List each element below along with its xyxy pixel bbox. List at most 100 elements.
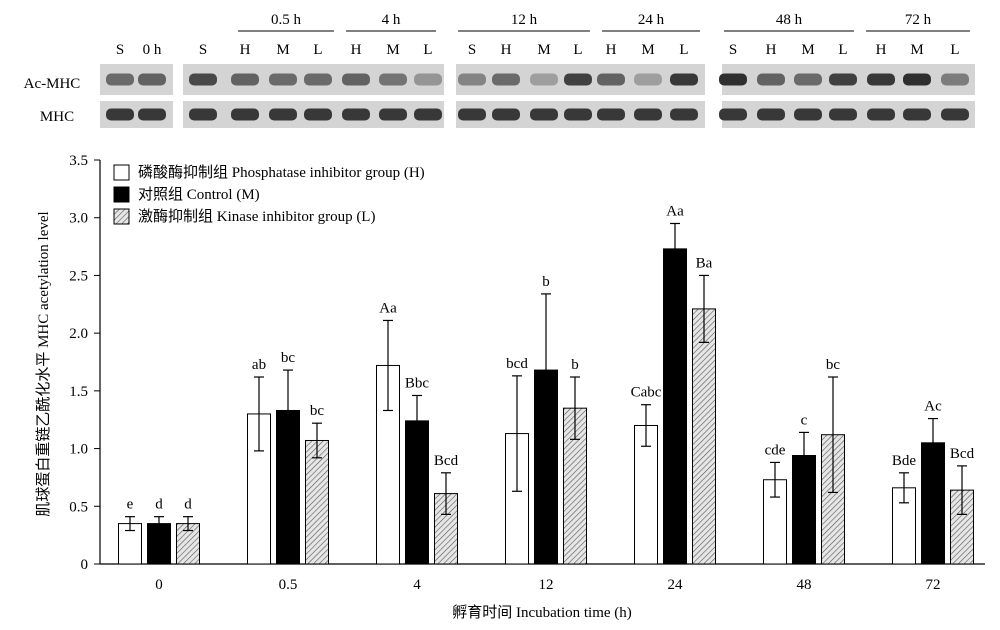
blot-time-group-label: 12 h [511,12,538,28]
mhc-band [564,108,592,121]
mhc-band [379,108,407,121]
ac-mhc-band [458,73,486,86]
blot-lane-label: M [641,42,654,58]
mhc-band [597,108,625,121]
x-tick-label: 48 [797,577,812,593]
blot-row-label-ac-mhc: Ac-MHC [24,76,81,92]
blot-time-group-label: 72 h [905,12,932,28]
blot-time-group-label: 0.5 h [271,12,302,28]
mhc-band [757,108,785,121]
significance-label: Bcd [434,453,459,469]
blot-lane-label: L [573,42,582,58]
ac-mhc-band [530,73,558,86]
ac-mhc-band [304,73,332,86]
bar-series-3 [305,439,329,565]
significance-label: d [155,497,163,513]
y-tick-label: 2.0 [69,326,88,342]
significance-label: Cabc [631,385,662,401]
ac-mhc-band [189,73,217,86]
ac-mhc-band [379,73,407,86]
blot-lane-label: 0 h [143,42,162,58]
y-tick-label: 0 [81,557,89,573]
y-tick-label: 2.5 [69,268,88,284]
significance-label: Bbc [405,375,430,391]
significance-label: ab [252,357,266,373]
mhc-band [414,108,442,121]
blot-lane-label: S [468,42,476,58]
y-tick-label: 1.0 [69,442,88,458]
legend-swatch [113,164,130,181]
mhc-band [138,108,166,121]
ac-mhc-band [414,73,442,86]
blot-lane-label: H [606,42,617,58]
blot-lane-label: M [801,42,814,58]
mhc-band [829,108,857,121]
significance-label: Ba [696,255,713,271]
ac-mhc-band [138,73,166,86]
ac-mhc-band [634,73,662,86]
mhc-band [634,108,662,121]
ac-mhc-band [719,73,747,86]
mhc-band [670,108,698,121]
legend-label: 激酶抑制组 Kinase inhibitor group (L) [138,208,375,225]
mhc-band [903,108,931,121]
mhc-band [269,108,297,121]
ac-mhc-band [794,73,822,86]
blot-lane-label: M [537,42,550,58]
mhc-band [492,108,520,121]
ac-mhc-band [829,73,857,86]
ac-mhc-band [941,73,969,86]
significance-label: Aa [666,203,684,219]
x-tick-label: 0 [155,577,163,593]
blot-lane-label: L [423,42,432,58]
blot-lane-label: L [950,42,959,58]
ac-mhc-band [867,73,895,86]
mhc-band [719,108,747,121]
legend-swatch [113,186,130,203]
mhc-band [458,108,486,121]
significance-label: bc [310,403,325,419]
blot-lane-label: L [838,42,847,58]
x-tick-label: 12 [539,577,554,593]
x-tick-label: 24 [668,577,684,593]
y-tick-label: 0.5 [69,499,88,515]
blot-time-group-label: 24 h [638,12,665,28]
significance-label: d [184,497,192,513]
mhc-band [304,108,332,121]
blot-lane-label: M [910,42,923,58]
x-tick-label: 72 [926,577,941,593]
ac-mhc-band [757,73,785,86]
ac-mhc-band [597,73,625,86]
blot-lane-label: M [276,42,289,58]
ac-mhc-band [106,73,134,86]
blot-lane-label: M [386,42,399,58]
ac-mhc-band [564,73,592,86]
mhc-band [106,108,134,121]
significance-label: c [801,412,808,428]
blot-lane-label: H [501,42,512,58]
significance-label: Bcd [950,446,975,462]
mhc-band [231,108,259,121]
significance-label: b [542,274,550,290]
y-axis-title: 肌球蛋白重链乙酰化水平 MHC acetylation level [35,211,52,516]
ac-mhc-band [342,73,370,86]
y-tick-label: 3.0 [69,211,88,227]
blot-time-group-label: 4 h [382,12,401,28]
mhc-band [189,108,217,121]
significance-label: e [127,497,134,513]
significance-label: bcd [506,356,528,372]
significance-label: bc [826,357,841,373]
mhc-band [342,108,370,121]
ac-mhc-band [903,73,931,86]
blot-lane-label: H [766,42,777,58]
blot-lane-label: H [876,42,887,58]
significance-label: Aa [379,300,397,316]
legend-label: 对照组 Control (M) [138,186,260,203]
x-axis-title: 孵育时间 Incubation time (h) [452,604,632,621]
blot-lane-label: S [729,42,737,58]
blot-lane-label: L [313,42,322,58]
legend-swatch [113,208,130,225]
bar-series-2 [663,248,687,565]
mhc-band [530,108,558,121]
